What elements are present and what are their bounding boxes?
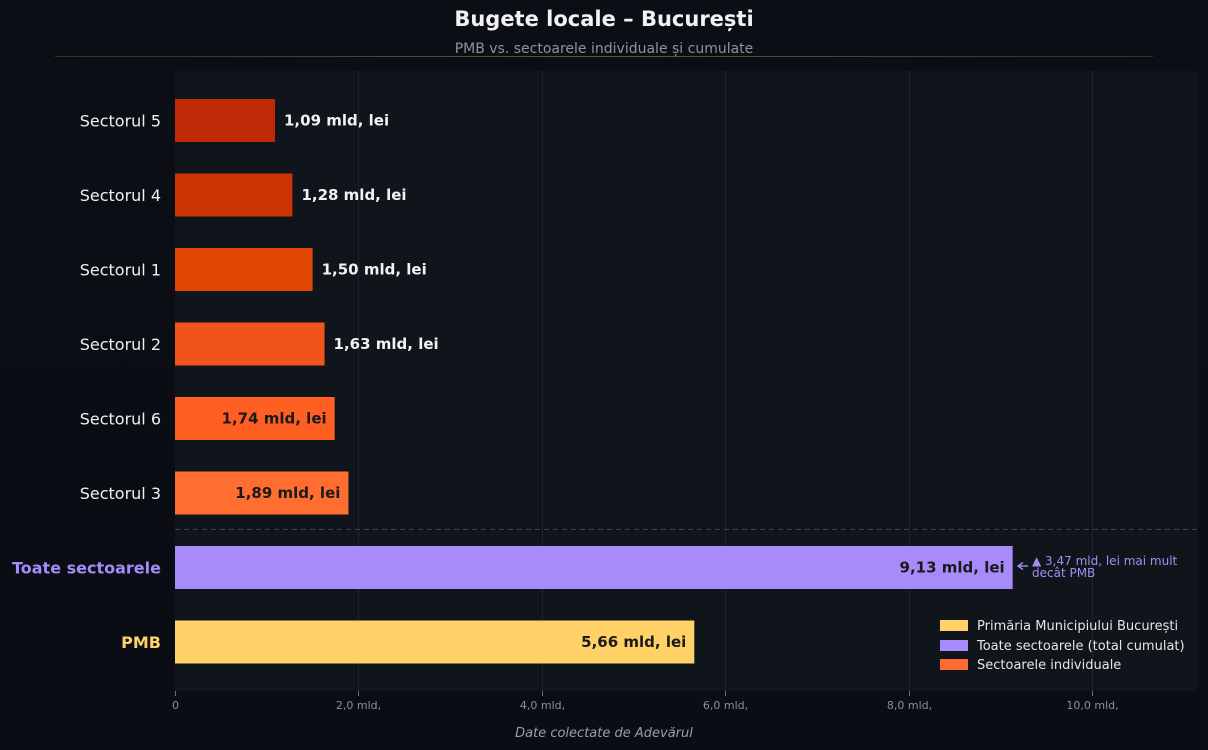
legend-label-pmb: Primăria Municipiului București [977, 619, 1178, 634]
category-label: Sectorul 4 [80, 186, 161, 205]
bar [175, 471, 349, 515]
value-label: 1,74 mld, lei [222, 410, 327, 428]
category-label: PMB [121, 633, 161, 652]
category-label: Sectorul 1 [80, 261, 161, 280]
bars [175, 99, 1013, 664]
value-label: 9,13 mld, lei [900, 559, 1005, 577]
value-label: 1,89 mld, lei [235, 484, 340, 502]
x-tick-label: 4,0 mld, [520, 699, 565, 712]
category-labels: Sectorul 5 Sectorul 4 Sectorul 1 Sectorul 2… [12, 112, 161, 653]
chart-title: Bugete locale – București [454, 7, 753, 31]
category-label: Sectorul 5 [80, 112, 161, 131]
x-tick-label: 10,0 mld, [1066, 699, 1118, 712]
bar [175, 248, 313, 291]
x-tick-label: 6,0 mld, [703, 699, 748, 712]
value-label: 5,66 mld, lei [581, 633, 686, 651]
legend-label-sectors: Sectoarele individuale [977, 658, 1121, 673]
x-tick-label: 8,0 mld, [887, 699, 932, 712]
legend-swatch-sectors [940, 659, 968, 670]
x-axis-ticks: 0 2,0 mld, 4,0 mld, 6,0 mld, 8,0 mld, 10,0 ml… [172, 691, 1119, 712]
value-labels: 1,09 mld, lei 1,28 mld, lei 1,50 mld, lei 1… [222, 112, 1005, 652]
bar [175, 99, 276, 142]
bar [175, 322, 325, 366]
legend-swatch-pmb [940, 620, 968, 631]
value-label: 1,09 mld, lei [284, 112, 389, 130]
chart-subtitle: PMB vs. sectoarele individuale și cumula… [455, 41, 754, 57]
bar [175, 397, 335, 440]
legend-label-total: Toate sectoarele (total cumulat) [976, 639, 1185, 654]
difference-annotation: ▲ 3,47 mld, lei mai mult decât PMB [1016, 554, 1178, 580]
category-label: Toate sectoarele [12, 559, 161, 578]
bar [175, 546, 1013, 589]
annotation-line-2: decât PMB [1032, 566, 1095, 580]
source-note: Date colectate de Adevărul [515, 726, 693, 741]
category-label: Sectorul 3 [80, 484, 161, 503]
plot-area [175, 71, 1198, 691]
value-label: 1,50 mld, lei [322, 261, 427, 279]
value-label: 1,28 mld, lei [301, 186, 406, 204]
x-tick-label: 2,0 mld, [336, 699, 381, 712]
x-tick-label: 0 [172, 699, 179, 712]
value-label: 1,63 mld, lei [334, 335, 439, 353]
bar [175, 173, 293, 217]
annotation-line-1: ▲ 3,47 mld, lei mai mult [1032, 554, 1178, 568]
legend-swatch-total [940, 640, 968, 651]
category-label: Sectorul 2 [80, 335, 161, 354]
annotation-arrow-head [1016, 561, 1024, 571]
category-label: Sectorul 6 [80, 410, 161, 429]
bar [175, 620, 695, 664]
title-divider [55, 56, 1153, 57]
legend: Primăria Municipiului București Toate se… [940, 619, 1185, 673]
